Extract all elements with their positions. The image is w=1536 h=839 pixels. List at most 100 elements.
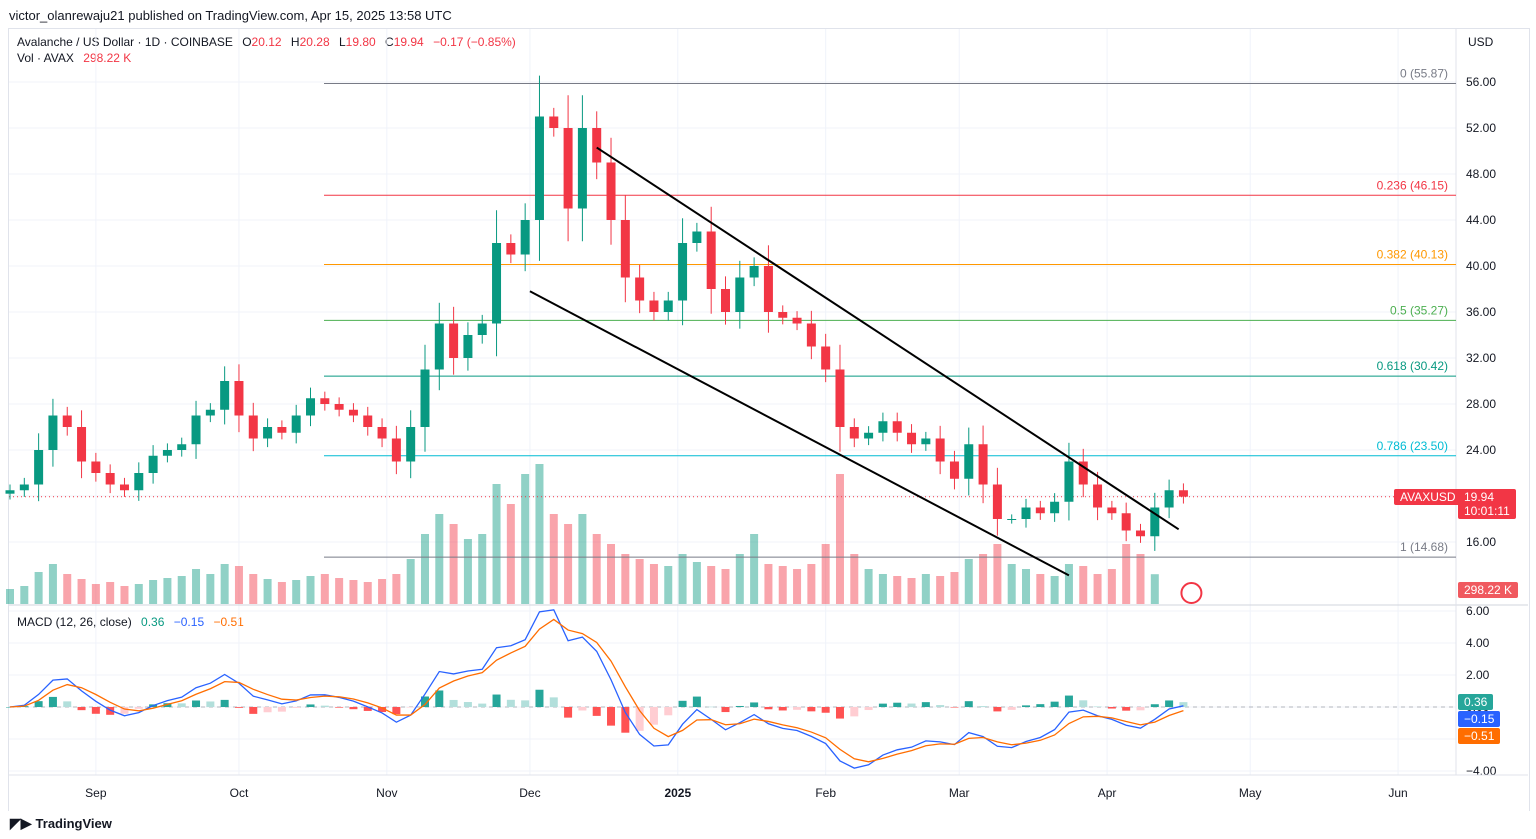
macd-histogram-bar [893,702,902,707]
volume-bar [793,569,802,604]
volume-bar [921,574,930,604]
candle-body [506,243,516,255]
macd-histogram-bar [750,702,759,707]
time-tick: Feb [815,786,836,800]
macd-histogram-bar [6,707,14,708]
candle-body [978,444,988,485]
volume-bar [607,544,616,604]
change-value: −0.17 (−0.85%) [433,35,516,49]
macd-histogram-bar [835,707,844,719]
volume-bar [48,564,57,604]
time-tick: Oct [230,786,249,800]
candle-body [1135,530,1145,537]
volume-bar [1079,566,1088,604]
volume-bar [420,534,429,604]
macd-histogram-bar [707,706,716,708]
macd-histogram-bar [177,703,186,707]
macd-histogram-bar [1022,705,1031,707]
macd-histogram-bar [964,701,973,707]
candle-body [205,409,215,416]
macd-histogram-bar [449,699,458,707]
candle-body [534,116,544,220]
macd-histogram-bar [34,701,43,707]
candle-body [334,404,344,410]
volume-bar [163,578,172,604]
macd-histogram-bar [778,707,787,711]
time-tick: Jun [1388,786,1407,800]
candle-body [377,427,387,439]
macd-histogram-bar [1179,702,1188,707]
macd-histogram-bar [120,707,129,714]
time-tick: Apr [1098,786,1117,800]
macd-histogram-bar [521,700,530,707]
candle-body [821,346,831,370]
macd-histogram-bar [363,707,372,711]
macd-histogram-bar [692,696,701,707]
volume-bar [506,504,515,604]
candle-body [48,415,58,450]
candle-body [635,277,645,301]
macd-histogram-bar [349,707,358,710]
macd-histogram-bar [263,707,272,713]
volume-bar [478,534,487,604]
candle-body [134,473,144,491]
fib-level-label: 0.5 (35.27) [1390,303,1448,317]
candle-body [792,317,802,324]
fib-level-label: 0 (55.87) [1400,66,1448,80]
macd-histogram-bar [735,705,744,707]
macd-histogram-bar [206,701,215,707]
candle-body [463,335,473,358]
macd-histogram-bar [721,707,730,713]
candle-body [220,381,230,410]
macd-histogram-bar [979,706,988,707]
tradingview-logo[interactable]: ◤▶ TradingView [10,815,112,832]
volume-bar [549,514,558,604]
volume-bar [893,576,902,604]
candle-body [1093,484,1103,508]
ticker-tag: AVAXUSD [1394,489,1462,505]
candle-body [119,484,129,491]
last-price-tag: 19.94 10:01:11 [1458,489,1516,519]
volume-bar [564,524,573,604]
candle-body [620,220,630,278]
volume-bar [592,534,601,604]
volume-bar [34,572,43,604]
candle-body [420,369,430,427]
candle-body [835,369,845,427]
candle-body [763,266,773,312]
candle-body [406,427,416,462]
macd-line-value: −0.15 [173,615,205,629]
time-tick: Sep [85,786,107,800]
candle-body [606,162,616,220]
volume-bar [707,566,716,604]
macd-histogram-bar [850,707,859,717]
fib-level-label: 1 (14.68) [1400,540,1448,554]
macd-tick: 6.00 [1466,604,1490,618]
currency-label[interactable]: USD [1468,35,1494,49]
macd-histogram-bar [1136,707,1145,711]
macd-histogram-bar [1079,700,1088,707]
macd-signal-line [9,618,1184,763]
macd-histogram-bar [793,707,802,710]
macd-histogram-bar [621,707,630,733]
volume-bar [1150,574,1159,604]
volume-bar [6,589,14,604]
macd-signal-tag: −0.51 [1458,728,1501,744]
fib-level-label: 0.236 (46.15) [1377,178,1448,192]
candle-body [1164,490,1174,508]
macd-histogram-bar [936,705,945,707]
candle-body [1035,507,1045,514]
high-label: H [290,35,300,49]
volume-bar [320,574,329,604]
volume-bar [907,578,916,604]
price-tick: 36.00 [1466,305,1496,319]
price-tick: 28.00 [1466,397,1496,411]
volume-bar [735,554,744,604]
volume-tag: 298.22 K [1458,582,1519,598]
candle-body [234,381,244,416]
candle-body [363,415,373,427]
candle-body [148,455,158,473]
volume-bar [850,554,859,604]
volume-bar [277,582,286,604]
